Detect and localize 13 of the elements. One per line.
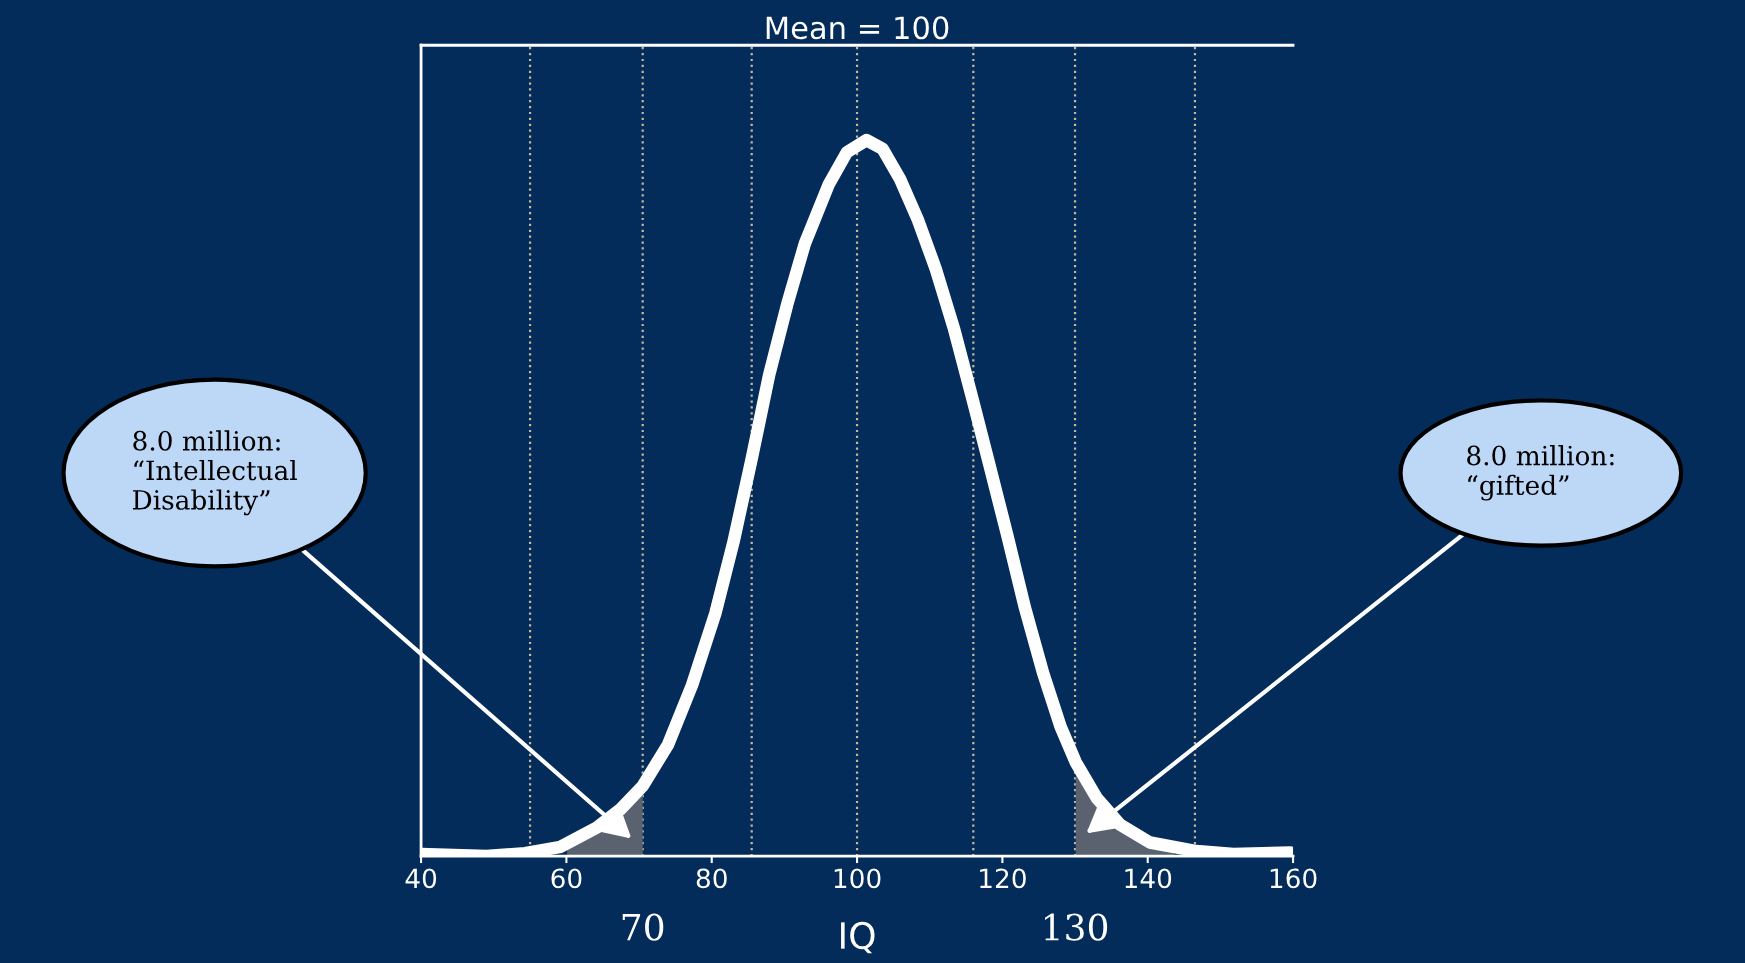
- x-tick-label: 60: [551, 868, 582, 889]
- x-tick-label: 80: [696, 868, 727, 889]
- ref-line-label: Mean = 100: [766, 16, 949, 40]
- x-tick-label: 40: [405, 868, 437, 889]
- x-tick-label: 100: [834, 868, 881, 889]
- x-tick-label: 160: [1270, 868, 1317, 889]
- x-axis-title: IQ: [841, 921, 875, 954]
- x-tick-label: 140: [1125, 868, 1172, 889]
- text: 8.0 million: “Intellectual Disability”: [133, 430, 297, 516]
- text: 8.0 million: “gifted”: [1467, 445, 1614, 501]
- ref-line-label: 70: [622, 913, 664, 941]
- x-tick-label: 120: [980, 868, 1026, 889]
- ref-line-label: 130: [1044, 913, 1108, 941]
